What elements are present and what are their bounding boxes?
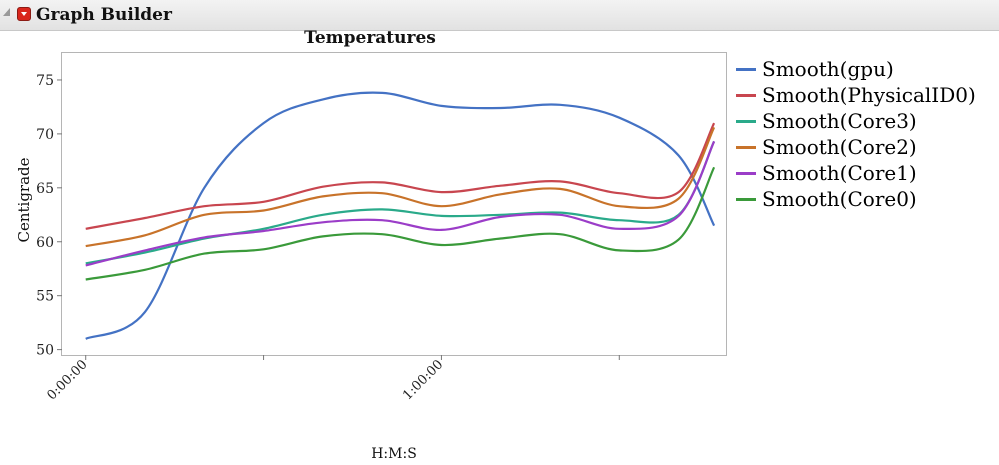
legend-swatch [736,145,756,149]
series-line-0 [85,91,716,340]
legend: Smooth(gpu) Smooth(PhysicalID0) Smooth(Cor… [736,56,976,212]
legend-label: Smooth(gpu) [762,57,894,81]
red-triangle-menu-icon[interactable] [17,7,31,21]
disclosure-triangle-icon[interactable] [3,8,10,16]
x-axis-label: H:M:S [371,446,417,462]
y-tick-label: 65 [36,181,54,197]
series-line-5 [85,166,716,281]
legend-swatch [736,93,756,97]
series-line-2 [85,140,716,265]
plot-frame [61,52,727,356]
legend-item[interactable]: Smooth(Core3) [736,108,976,134]
x-tick-label: 1:00:00 [400,357,446,403]
legend-label: Smooth(Core3) [762,109,917,133]
legend-swatch [736,67,756,71]
legend-item[interactable]: Smooth(PhysicalID0) [736,82,976,108]
y-tick-label: 60 [36,235,54,251]
y-tick-label: 75 [36,73,54,89]
legend-swatch [736,171,756,175]
y-tick-label: 70 [36,127,54,143]
legend-label: Smooth(PhysicalID0) [762,83,976,107]
legend-swatch [736,119,756,123]
legend-label: Smooth(Core2) [762,135,917,159]
y-tick-label: 55 [36,289,54,305]
legend-item[interactable]: Smooth(gpu) [736,56,976,82]
series-line-4 [85,140,716,267]
legend-item[interactable]: Smooth(Core1) [736,160,976,186]
legend-item[interactable]: Smooth(Core0) [736,186,976,212]
series-line-3 [85,126,716,248]
chart-title: Temperatures [304,28,436,48]
legend-item[interactable]: Smooth(Core2) [736,134,976,160]
y-axis-label: Centigrade [15,157,33,243]
legend-swatch [736,197,756,201]
legend-label: Smooth(Core0) [762,187,917,211]
title-bar: Graph Builder [0,0,999,31]
x-tick-label: 0:00:00 [44,357,90,403]
window-title: Graph Builder [36,5,172,25]
series-line-1 [85,122,716,230]
y-tick-label: 50 [36,343,54,359]
legend-label: Smooth(Core1) [762,161,917,185]
